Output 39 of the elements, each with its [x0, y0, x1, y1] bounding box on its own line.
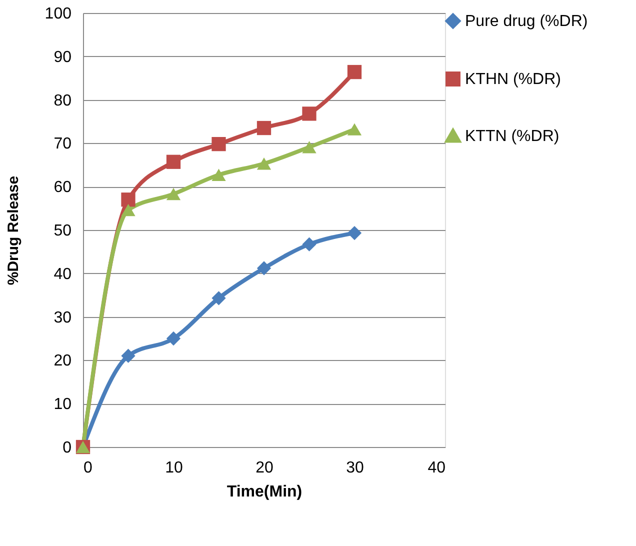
x-tick-label: 0 — [84, 460, 92, 476]
x-axis-title: Time(Min) — [226, 484, 302, 500]
legend-label: Pure drug (%DR) — [465, 13, 588, 30]
point — [212, 136, 226, 152]
point — [302, 237, 316, 252]
legend-label: KTHN (%DR) — [465, 71, 561, 88]
y-tick-label: 20 — [54, 352, 72, 370]
x-tick-label: 10 — [165, 460, 183, 476]
y-tick-label: 90 — [54, 48, 72, 66]
x-tick-label: 30 — [346, 460, 364, 476]
point — [121, 348, 136, 363]
y-tick-label: 100 — [44, 6, 72, 22]
point — [302, 140, 316, 154]
y-tick-label: 0 — [62, 440, 72, 456]
point — [166, 188, 181, 200]
point — [256, 261, 272, 276]
y-tick-label: 40 — [54, 266, 72, 283]
point — [166, 154, 181, 169]
point — [302, 106, 316, 121]
point — [166, 331, 181, 346]
point — [256, 120, 272, 136]
point — [347, 64, 362, 80]
y-tick-label: 30 — [54, 309, 72, 326]
y-tick-label: 80 — [54, 92, 72, 110]
legend-label: KTTN (%DR) — [465, 128, 560, 145]
x-tick-label: 20 — [256, 460, 274, 476]
point — [256, 157, 272, 170]
y-tick-label: 10 — [54, 396, 72, 414]
point — [347, 226, 362, 240]
y-tick-label: 70 — [54, 136, 72, 153]
point — [121, 204, 136, 216]
point — [347, 123, 362, 136]
point — [212, 168, 226, 182]
point — [121, 192, 136, 207]
y-tick-label: 60 — [54, 179, 72, 196]
x-tick-label: 40 — [428, 460, 446, 476]
y-axis-title: %Drug Release — [4, 176, 22, 286]
y-tick-label: 50 — [54, 222, 72, 240]
point — [212, 291, 226, 306]
